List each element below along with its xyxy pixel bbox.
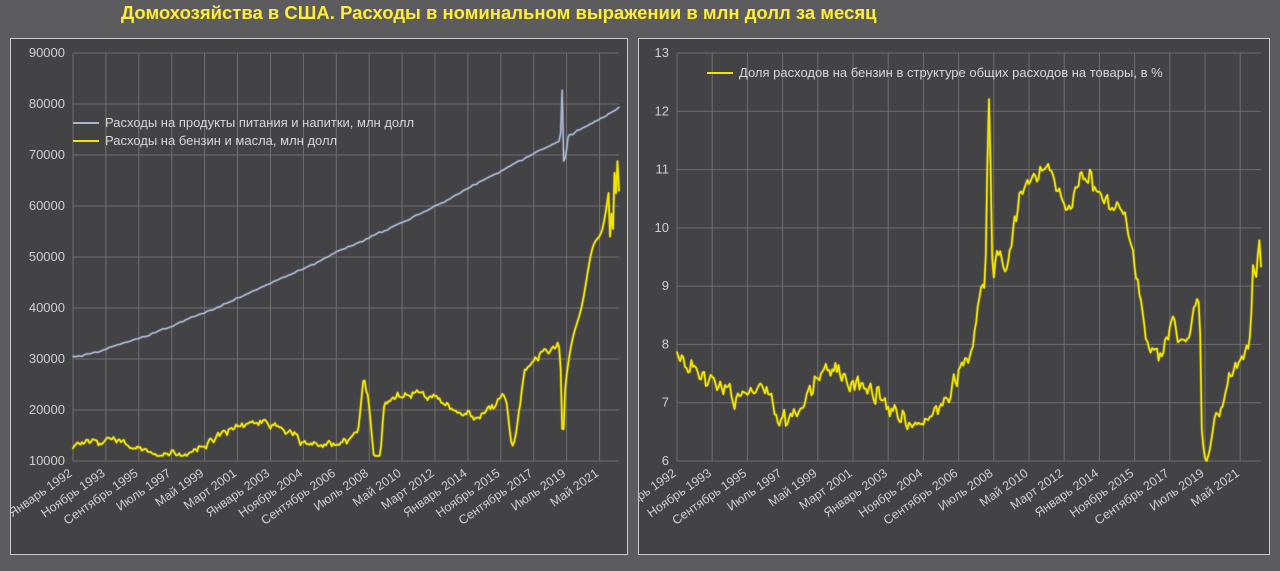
svg-text:40000: 40000 [29,300,65,315]
svg-text:13: 13 [655,45,669,60]
svg-text:11: 11 [656,162,670,177]
svg-text:Расходы на продукты питания и: Расходы на продукты питания и напитки, м… [105,115,414,130]
svg-text:7: 7 [662,395,669,410]
svg-text:50000: 50000 [29,249,65,264]
svg-text:12: 12 [655,103,669,118]
svg-text:10000: 10000 [29,453,65,468]
svg-text:6: 6 [662,453,669,468]
svg-text:90000: 90000 [29,45,65,60]
svg-text:9: 9 [662,278,669,293]
svg-text:70000: 70000 [29,147,65,162]
svg-text:20000: 20000 [29,402,65,417]
svg-text:Расходы на бензин и масла, млн: Расходы на бензин и масла, млн долл [105,133,337,148]
svg-text:8: 8 [662,336,669,351]
svg-text:30000: 30000 [29,351,65,366]
svg-text:80000: 80000 [29,96,65,111]
svg-text:Доля расходов на бензин в стру: Доля расходов на бензин в структуре общи… [739,65,1163,80]
svg-text:10: 10 [655,220,669,235]
svg-text:60000: 60000 [29,198,65,213]
